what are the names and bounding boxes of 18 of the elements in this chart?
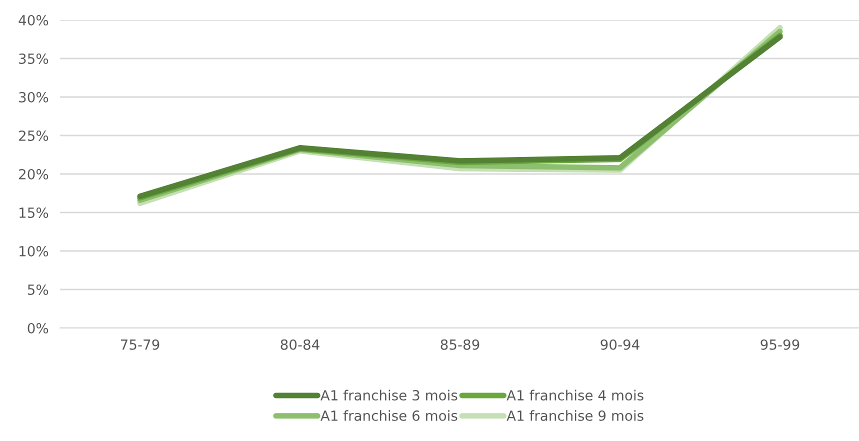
legend-label: A1 franchise 6 mois — [320, 410, 458, 421]
y-tick-label: 20% — [19, 168, 48, 180]
y-tick-label: 35% — [19, 53, 48, 64]
y-tick-label: 25% — [19, 130, 48, 141]
legend-label: A1 franchise 9 mois — [506, 410, 644, 421]
x-tick-label: 85-89 — [440, 339, 480, 350]
x-tick-label: 75-79 — [120, 339, 160, 350]
x-tick-label: 80-84 — [280, 339, 320, 350]
y-tick-label: 5% — [28, 284, 48, 295]
x-tick-label: 95-99 — [760, 339, 800, 350]
y-tick-label: 40% — [18, 14, 48, 26]
y-tick-label: 0% — [28, 322, 48, 334]
x-tick-label: 90-94 — [600, 339, 640, 350]
legend-label: A1 franchise 3 mois — [320, 390, 458, 401]
y-tick-label: 10% — [20, 246, 48, 256]
y-tick-label: 30% — [19, 92, 48, 102]
legend-label: A1 franchise 4 mois — [506, 390, 644, 401]
y-tick-label: 15% — [20, 207, 48, 218]
